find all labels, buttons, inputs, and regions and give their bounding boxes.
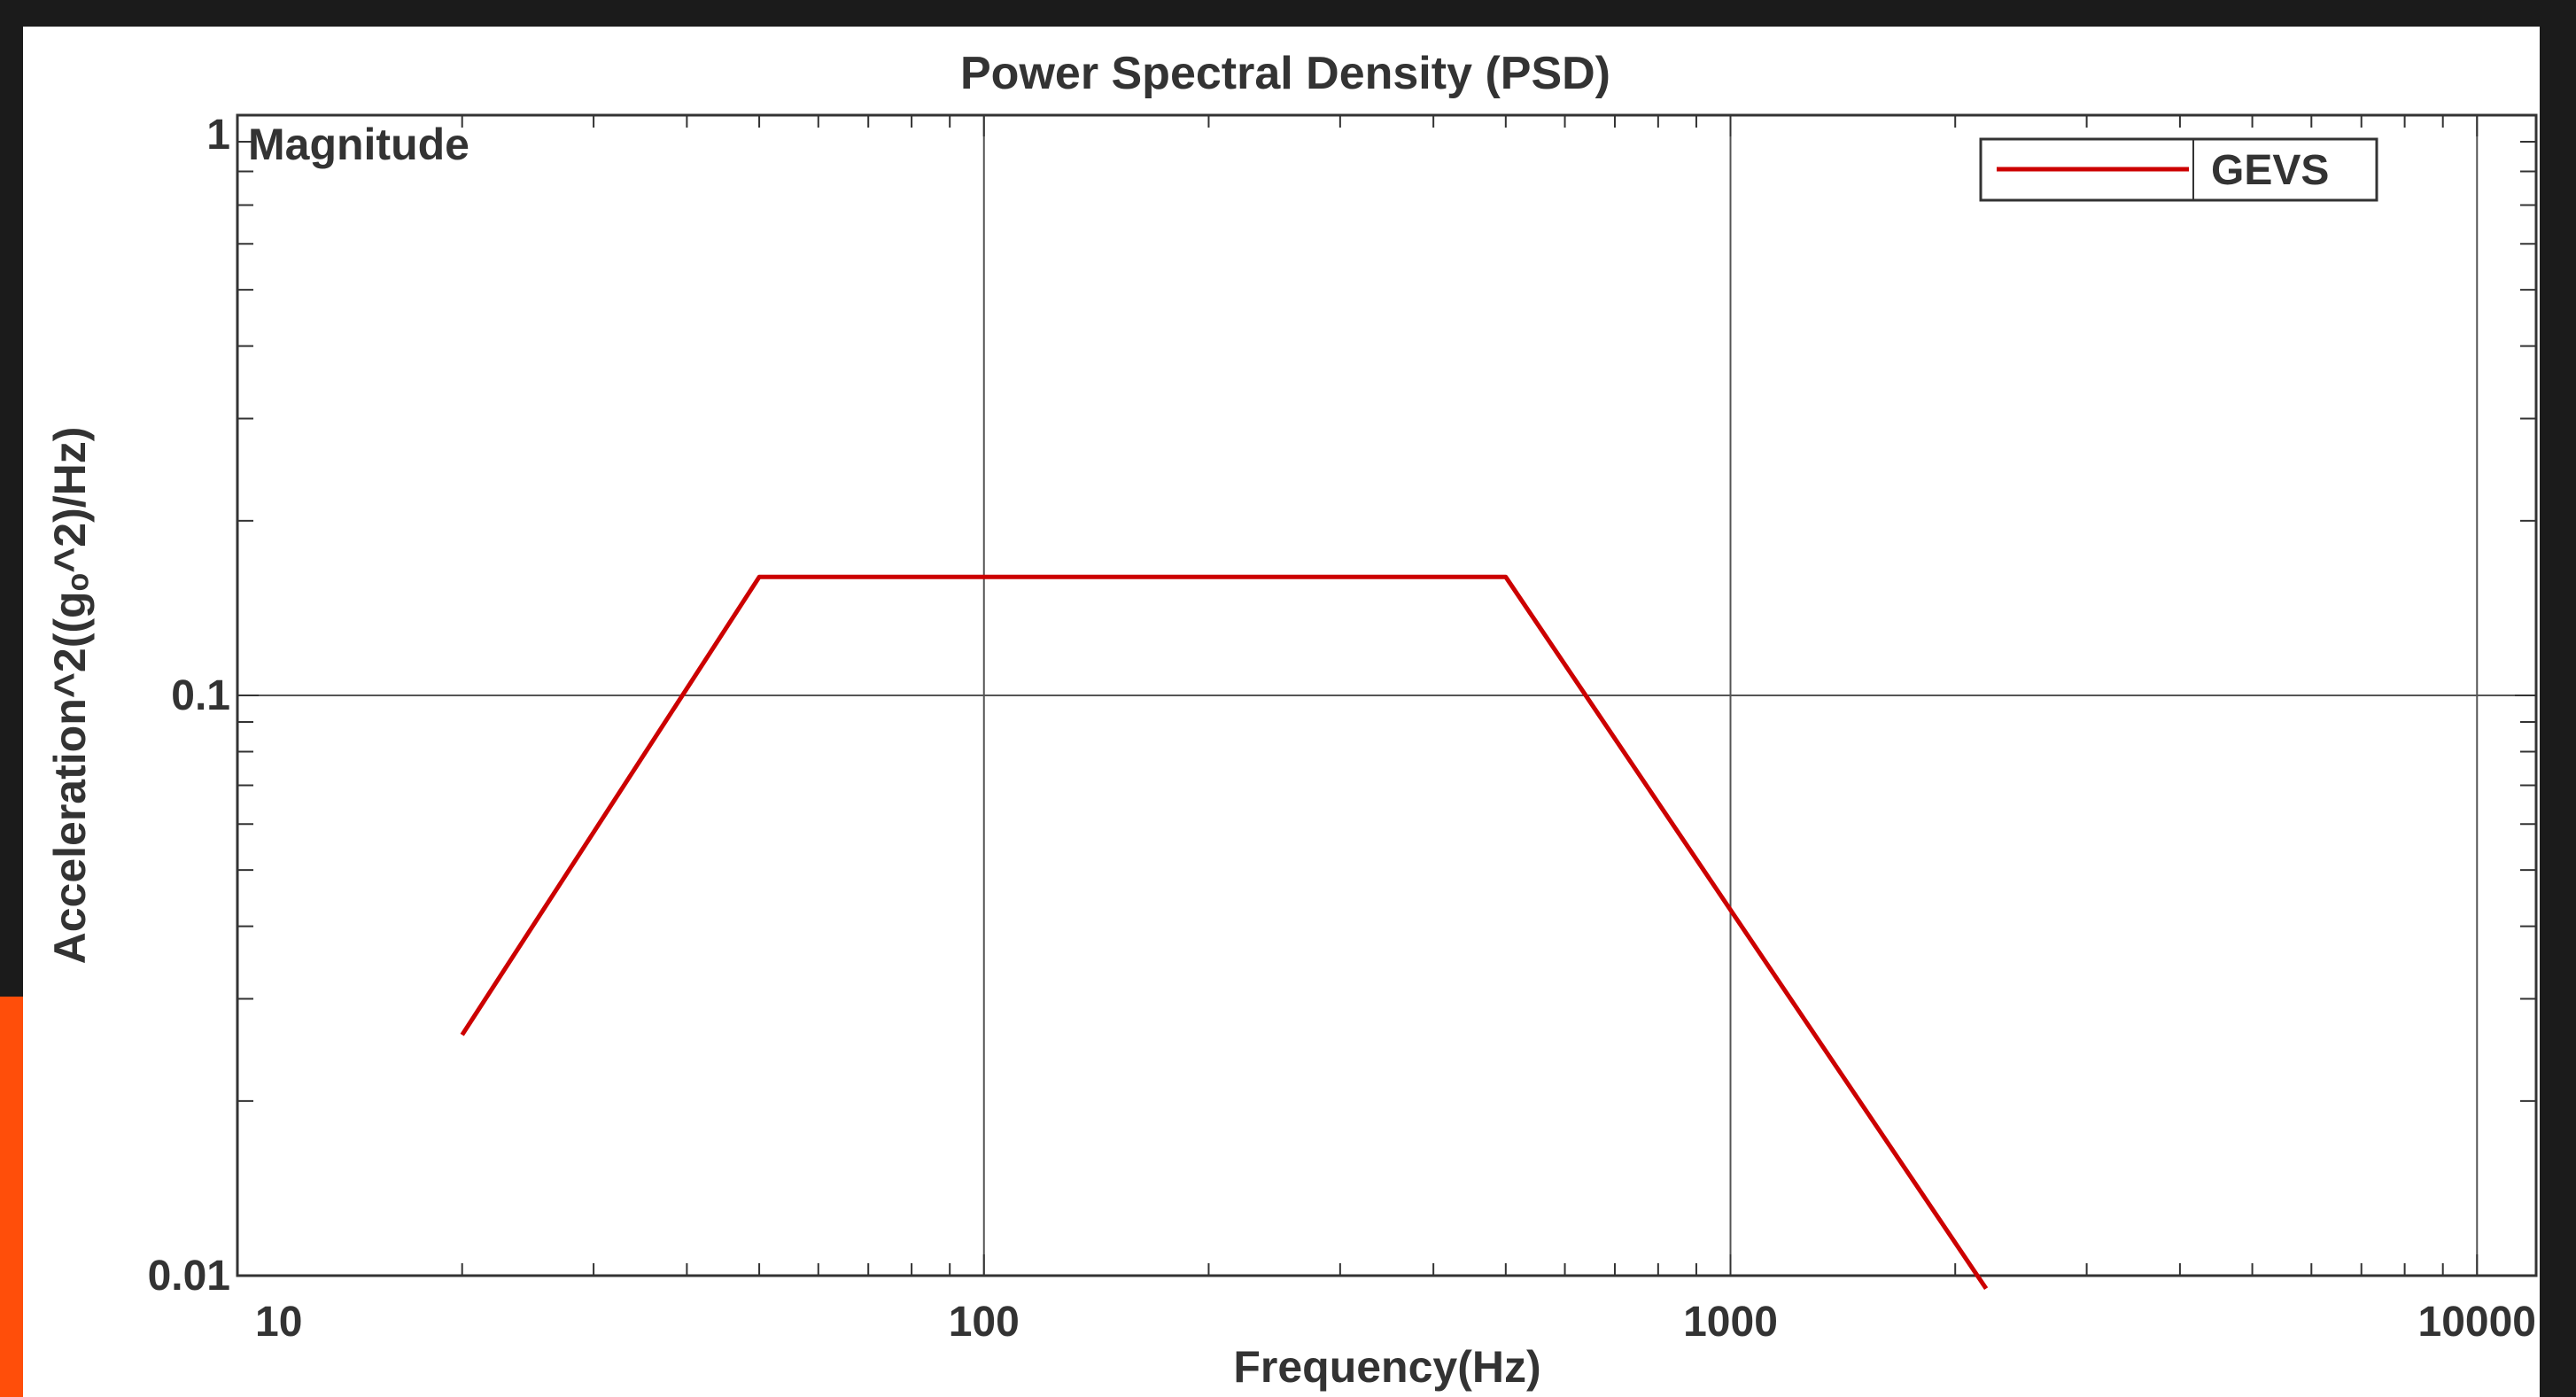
series-layer <box>460 574 1989 1290</box>
series-line-gevs <box>460 574 1989 1290</box>
y-axis-label: Acceleration^2((gₒ^2)/Hz) <box>45 427 95 965</box>
x-tick-labels: 10 100 1000 10000 <box>255 1299 2536 1346</box>
legend-label-gevs: GEVS <box>2211 147 2329 194</box>
chart-title: Power Spectral Density (PSD) <box>960 48 1610 99</box>
y-tick-label: 0.01 <box>148 1253 230 1300</box>
legend: GEVS <box>1979 137 2378 202</box>
accent-bar <box>0 997 23 1397</box>
minor-ticks <box>237 115 2536 1276</box>
figure-frame: Power Spectral Density (PSD) 10 100 1000 10… <box>23 27 2540 1397</box>
y-tick-label: 1 <box>206 112 230 159</box>
x-tick-label: 10 <box>255 1299 302 1346</box>
psd-chart: Power Spectral Density (PSD) 10 100 1000 10… <box>45 48 2538 1392</box>
y-tick-label: 0.1 <box>171 672 230 719</box>
x-tick-label: 10000 <box>2418 1299 2536 1346</box>
y-tick-labels: 0.01 0.1 1 <box>148 112 230 1300</box>
x-axis-label: Frequency(Hz) <box>1233 1342 1540 1392</box>
grid-lines <box>237 115 2536 1276</box>
magnitude-label: Magnitude <box>248 120 469 169</box>
x-tick-label: 1000 <box>1683 1299 1778 1346</box>
x-tick-label: 100 <box>949 1299 1020 1346</box>
